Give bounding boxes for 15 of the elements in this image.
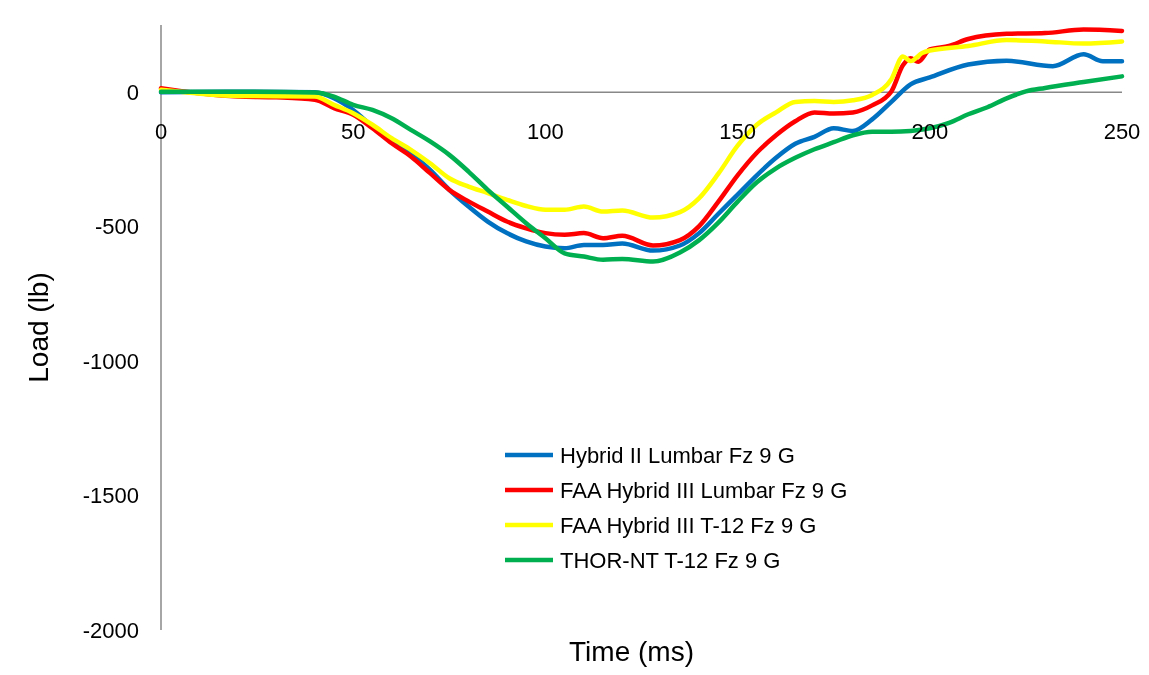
x-tick-label: 0	[154, 118, 168, 144]
x-tick-label: 250	[1103, 118, 1141, 144]
legend-label: THOR-NT T-12 Fz 9 G	[560, 547, 781, 573]
y-tick-label: 0	[126, 79, 139, 105]
y-tick-label: -1500	[82, 483, 139, 509]
legend-label: Hybrid II Lumbar Fz 9 G	[560, 442, 795, 468]
y-tick-label: -500	[94, 214, 139, 240]
legend-label: FAA Hybrid III Lumbar Fz 9 G	[560, 477, 848, 503]
legend-label: FAA Hybrid III T-12 Fz 9 G	[560, 512, 817, 538]
x-axis-title: Time (ms)	[569, 636, 694, 667]
x-tick-label: 100	[527, 118, 564, 144]
y-axis-title: Load (lb)	[23, 272, 54, 383]
y-tick-label: -2000	[82, 617, 139, 643]
y-tick-label: -1000	[82, 348, 139, 374]
x-tick-label: 50	[340, 118, 366, 144]
